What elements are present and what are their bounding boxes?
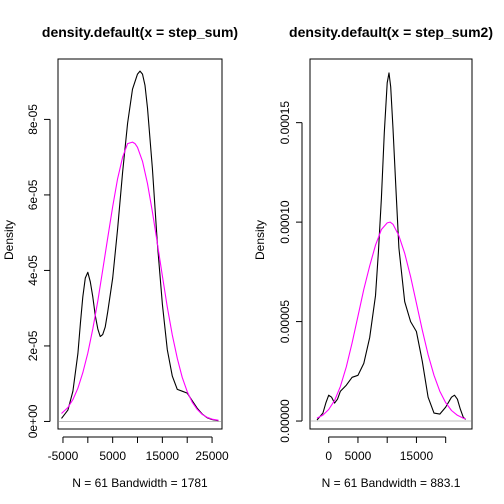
panel-step-sum-series-density-line [61, 70, 219, 422]
panel-step-sum2-x-tick-label: 0 [325, 449, 332, 463]
panel-step-sum2-ylabel: Density [253, 220, 267, 260]
panel-step-sum-y-tick-label: 4e-05 [26, 255, 40, 286]
panel-step-sum-y-axis: 0e+00 2e-05 4e-05 6e-05 8e-05 [26, 104, 51, 438]
panel-step-sum2-plot [311, 72, 471, 422]
panel-step-sum-x-axis: -5000 5000 15000 25000 [48, 436, 229, 463]
panel-step-sum2-x-axis: 0 5000 15000 [325, 436, 447, 463]
panel-step-sum-x-tick-label: 25000 [195, 449, 229, 463]
panel-step-sum2-xlabel: N = 61 Bandwidth = 883.1 [322, 476, 461, 490]
panel-step-sum-xlabel: N = 61 Bandwidth = 1781 [72, 476, 208, 490]
panel-step-sum-y-tick-label: 6e-05 [26, 179, 40, 210]
panel-step-sum2-y-axis: 0.00000 0.00005 0.00010 0.00015 [278, 101, 303, 443]
panel-step-sum2-y-tick-label: 0.00015 [278, 101, 292, 145]
panel-step-sum2-series-density-line [316, 72, 466, 421]
panel-step-sum-x-tick-label: -5000 [48, 449, 79, 463]
panel-step-sum2-title: density.default(x = step_sum2) [289, 24, 493, 40]
panel-step-sum-title: density.default(x = step_sum) [42, 24, 238, 40]
panel-step-sum-y-tick-label: 0e+00 [26, 404, 40, 438]
panel-step-sum-frame [57, 58, 223, 430]
panel-step-sum2-y-tick-label: 0.00005 [278, 300, 292, 344]
panel-step-sum-series-normal-line [61, 141, 219, 421]
panel-step-sum-ylabel: Density [2, 220, 16, 260]
panel-step-sum-x-tick-label: 15000 [146, 449, 180, 463]
panel-step-sum2-x-tick-label: 15000 [400, 449, 434, 463]
panel-step-sum2-x-tick-label: 5000 [345, 449, 372, 463]
panel-step-sum: density.default(x = step_sum) N = 61 Ban… [2, 24, 238, 490]
panel-step-sum-y-tick-label: 8e-05 [26, 104, 40, 135]
panel-step-sum-plot [59, 70, 221, 422]
panel-step-sum2: density.default(x = step_sum2) N = 61 Ba… [253, 24, 493, 490]
panel-step-sum2-series-normal-line [316, 221, 466, 420]
panel-step-sum2-y-tick-label: 0.00000 [278, 399, 292, 443]
panel-step-sum-x-tick-label: 5000 [99, 449, 126, 463]
panel-step-sum2-y-tick-label: 0.00010 [278, 200, 292, 244]
panel-step-sum-y-tick-label: 2e-05 [26, 330, 40, 361]
panel-step-sum2-frame [309, 58, 473, 430]
